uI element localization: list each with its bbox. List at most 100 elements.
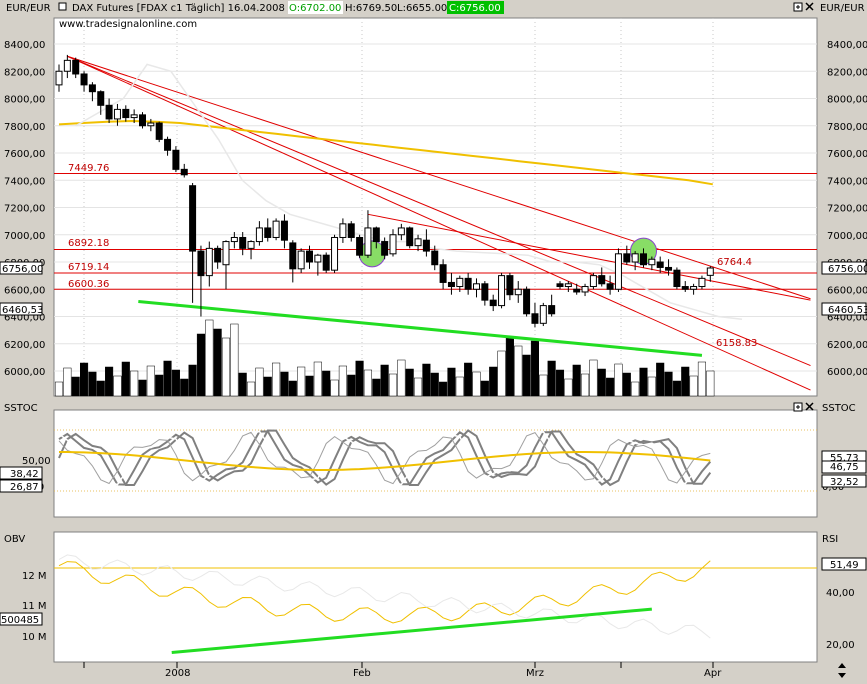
volume-bar (405, 368, 414, 397)
candle-body (631, 253, 639, 263)
y-tick-label: 8000,00 (4, 95, 45, 106)
sstoc-line (58, 431, 711, 485)
up-down-arrow-icon[interactable] (838, 663, 846, 678)
candle-body (481, 283, 489, 301)
y-tick-label: 7200,00 (4, 204, 45, 215)
square-icon[interactable] (58, 2, 67, 11)
plus-box-icon[interactable] (793, 402, 803, 412)
close-icon[interactable] (805, 402, 814, 411)
candle-body (690, 286, 698, 290)
candle-body (573, 288, 581, 293)
volume-bar (689, 375, 698, 397)
volume-bar (188, 364, 197, 397)
candle-body (673, 269, 681, 288)
candle-body (239, 236, 247, 249)
y-tick-label: 8200,00 (827, 67, 867, 78)
candle-body (698, 277, 706, 288)
symbol-right: EUR/EUR (820, 3, 865, 14)
volume-bar (138, 379, 147, 397)
volume-bar (522, 354, 531, 397)
volume-bar (155, 374, 164, 397)
rsi-title: RSI (822, 534, 838, 545)
candle-body (681, 286, 689, 290)
close-icon[interactable] (805, 2, 814, 11)
candle-body (172, 149, 180, 170)
volume-bar (130, 370, 139, 397)
candle-body (197, 250, 205, 277)
trendline (67, 55, 811, 367)
level-label-1: 7449.76 (68, 163, 109, 174)
high-value: H:6769.50 (345, 3, 397, 14)
y-tick-label: 7800,00 (827, 122, 867, 133)
candle-body (531, 313, 539, 324)
sstoc-badge-r3: 32,52 (821, 474, 867, 488)
obv-tick-11m: 11 M (22, 601, 47, 612)
volume-bar (238, 372, 247, 397)
candle-body (422, 239, 430, 252)
volume-bar (280, 371, 289, 397)
svg-text:32,52: 32,52 (830, 477, 859, 488)
volume-bar (597, 368, 606, 397)
close-badge-bg (447, 1, 504, 14)
volume-bar (614, 363, 623, 397)
candle-body (214, 247, 222, 263)
svg-text:6460,53: 6460,53 (2, 305, 43, 316)
candle-body (589, 275, 597, 288)
volume-bar (313, 361, 322, 397)
volume-bar (622, 372, 631, 397)
volume-bar (606, 377, 615, 397)
candle-body (606, 283, 614, 290)
volume-bar (572, 364, 581, 397)
volume-bar (80, 362, 89, 397)
obv-line (58, 560, 711, 624)
level-label-4: 6600.36 (68, 279, 109, 290)
candle-body (180, 168, 188, 176)
candle-body (264, 227, 272, 238)
volume-bar (272, 362, 281, 397)
candle-body (447, 281, 455, 288)
volume-bar (330, 379, 339, 397)
candle-body (222, 241, 230, 266)
svg-text:6756,00: 6756,00 (2, 264, 43, 275)
candle-body (139, 114, 146, 127)
volume-bar (397, 359, 406, 397)
price-badge-right: 6756,00 (821, 261, 867, 275)
y-tick-label: 6200,00 (827, 340, 867, 351)
volume-bar (555, 369, 565, 397)
candle-body (356, 236, 364, 256)
candle-body (97, 91, 105, 106)
volume-bar (388, 373, 398, 397)
y-axis-left: 8400,00 8200,00 8000,00 7800,00 7600,00 7400,… (4, 40, 45, 378)
obv-tick-10m: 10 M (22, 632, 47, 643)
rsi-line (58, 554, 711, 639)
candle-body (72, 59, 80, 75)
candle-body (331, 236, 339, 271)
trendline (67, 55, 811, 300)
candle-body (306, 250, 313, 263)
candle-body (456, 277, 464, 288)
candle-body (498, 275, 506, 307)
y-tick-label: 8400,00 (827, 40, 867, 51)
candle-body (88, 84, 96, 93)
candle-body (414, 238, 422, 247)
y-tick-label: 6600,00 (827, 285, 867, 296)
y-tick-label: 7000,00 (827, 231, 867, 242)
candle-body (247, 241, 255, 249)
sstoc-line (58, 430, 711, 486)
volume-bar (146, 365, 155, 397)
open-value: O:6702.00 (289, 3, 341, 14)
candle-body (665, 266, 673, 271)
sstoc-line (58, 429, 712, 487)
level-label-3: 6719.14 (68, 262, 109, 273)
candle-body (189, 185, 197, 252)
volume-bar (305, 375, 314, 397)
candle-body (581, 286, 589, 293)
candle-body (548, 305, 556, 315)
candle-body (473, 283, 480, 290)
volume-bar (263, 376, 272, 397)
plus-box-icon[interactable] (793, 2, 803, 12)
volume-bar (430, 372, 439, 397)
volume-bar (656, 362, 665, 397)
volume-bars (54, 319, 715, 397)
candle-body (255, 227, 263, 243)
